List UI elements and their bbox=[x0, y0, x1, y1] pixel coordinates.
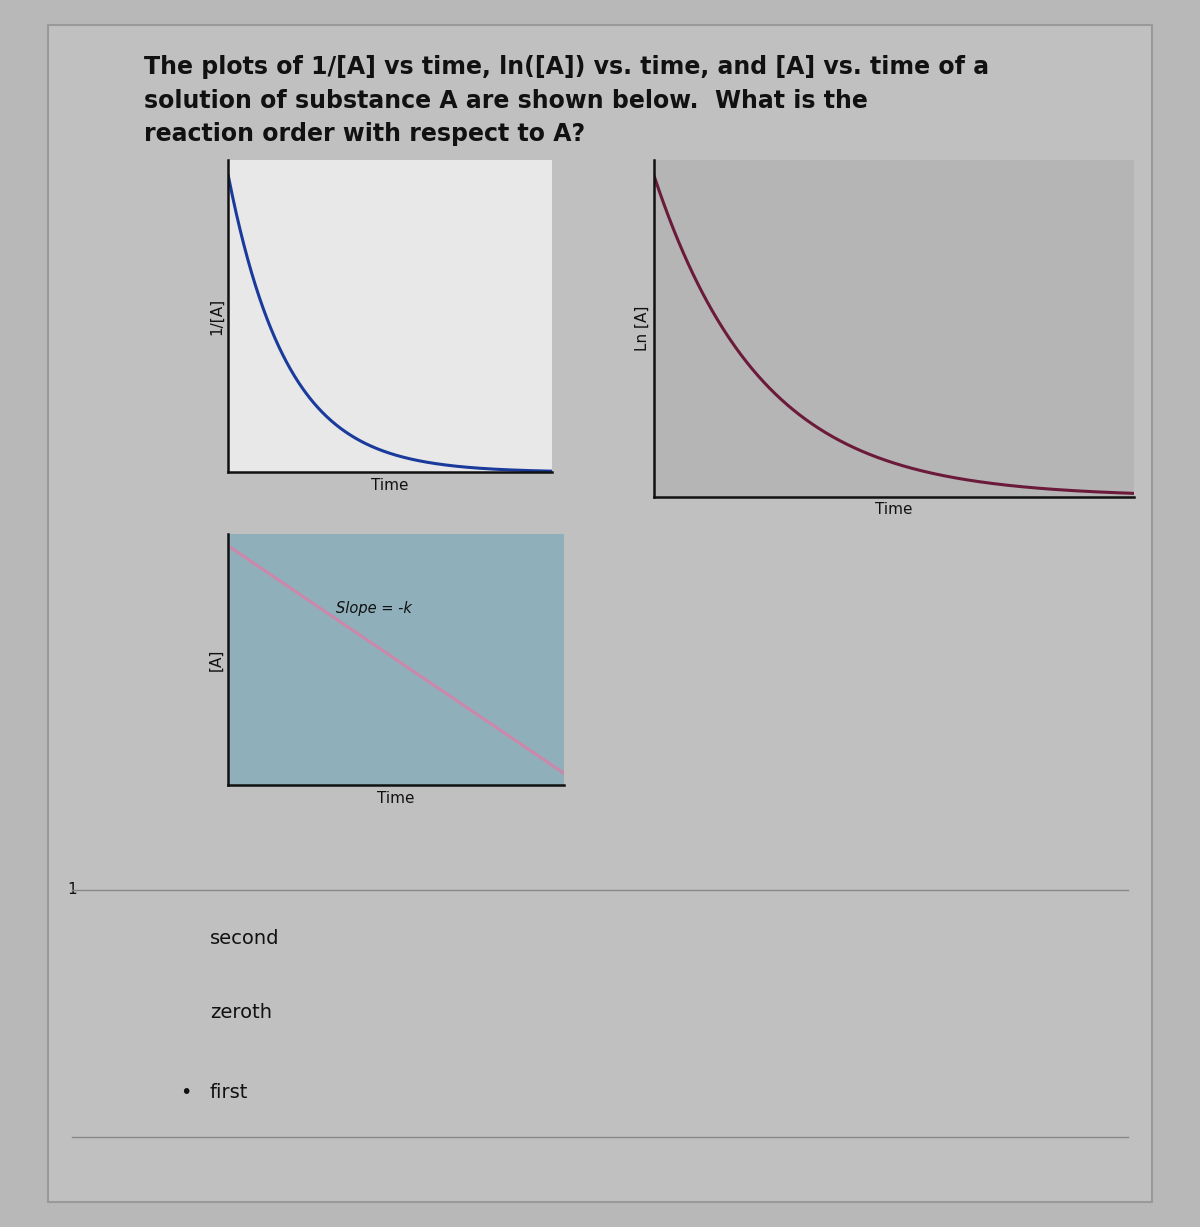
Y-axis label: Ln [A]: Ln [A] bbox=[635, 306, 650, 351]
Text: The plots of 1/[A] vs time, ln([A]) vs. time, and [A] vs. time of a
solution of : The plots of 1/[A] vs time, ln([A]) vs. … bbox=[144, 55, 989, 146]
Y-axis label: 1/[A]: 1/[A] bbox=[209, 297, 224, 335]
Y-axis label: [A]: [A] bbox=[209, 648, 224, 671]
X-axis label: Time: Time bbox=[371, 479, 409, 493]
Text: 1: 1 bbox=[67, 882, 77, 897]
Text: •: • bbox=[180, 1082, 192, 1102]
Text: Slope = -k: Slope = -k bbox=[336, 601, 412, 616]
X-axis label: Time: Time bbox=[377, 791, 415, 806]
X-axis label: Time: Time bbox=[875, 503, 913, 518]
Text: first: first bbox=[210, 1082, 248, 1102]
Text: zeroth: zeroth bbox=[210, 1002, 272, 1022]
Text: second: second bbox=[210, 929, 280, 948]
